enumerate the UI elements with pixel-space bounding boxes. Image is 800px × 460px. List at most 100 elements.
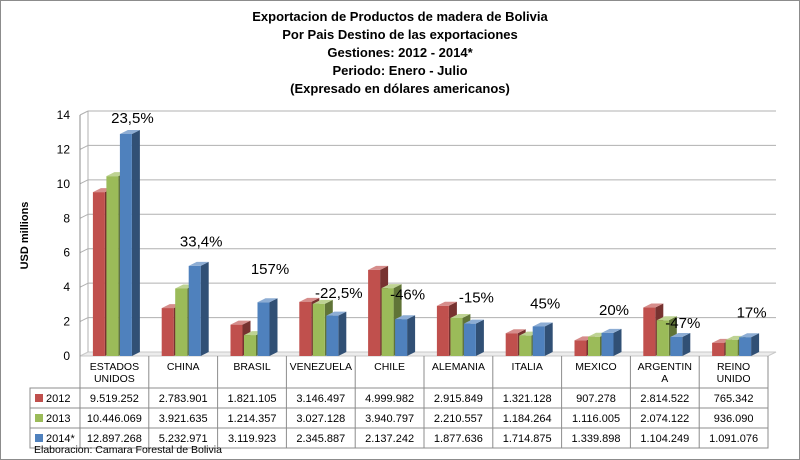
table-cell: 1.214.357: [228, 413, 277, 425]
table-cell: 2.137.242: [365, 433, 414, 445]
table-cell: 3.940.797: [365, 413, 414, 425]
bar-side: [269, 298, 278, 356]
annotation-label: -47%: [665, 315, 700, 332]
bar-top: [450, 313, 471, 318]
table-cell: 3.027.128: [296, 413, 345, 425]
bar: [532, 326, 545, 356]
title-line-4: Periodo: Enero - Julio: [332, 63, 468, 78]
legend-swatch: [35, 394, 43, 402]
annotation-label: -15%: [459, 289, 494, 306]
bar-top: [119, 129, 140, 134]
gridline-side: [79, 213, 89, 219]
title-line-3: Gestiones: 2012 - 2014*: [327, 45, 473, 60]
bar: [450, 317, 463, 356]
table-cell: 3.146.497: [296, 393, 345, 405]
table-cell: 2.345.887: [296, 433, 345, 445]
table-cell: 1.184.264: [503, 413, 552, 425]
plot-back: [80, 111, 776, 115]
bar: [119, 133, 132, 356]
gridline-side: [79, 179, 89, 185]
x-tick-label: ESTADOS: [90, 361, 139, 373]
y-tick-label: 10: [57, 177, 71, 191]
x-tick-label: VENEZUELA: [290, 361, 352, 373]
bar: [326, 315, 339, 356]
y-tick-label: 0: [63, 349, 70, 363]
table-cell: 2.915.849: [434, 393, 483, 405]
bar-top: [463, 319, 484, 324]
gridline-side: [79, 144, 89, 150]
table-cell: 1.116.005: [572, 413, 620, 425]
table-cell: 907.278: [576, 393, 616, 405]
bar-top: [230, 320, 251, 325]
bar: [92, 192, 105, 356]
bar-top: [299, 297, 320, 302]
legend-label: 2014*: [46, 433, 75, 445]
table-cell: 936.090: [714, 413, 754, 425]
x-tick-label: CHILE: [374, 361, 405, 373]
bar-side: [338, 311, 347, 356]
bar: [368, 269, 381, 356]
bar: [106, 176, 119, 356]
bar: [175, 288, 188, 356]
title-line-2: Por Pais Destino de las exportaciones: [282, 27, 518, 42]
annotation-label: 20%: [599, 302, 629, 319]
x-tick-label: A: [661, 373, 668, 385]
annotation-label: -22,5%: [315, 285, 363, 302]
gridline-side: [79, 110, 89, 116]
table-cell: 2.074.122: [640, 413, 689, 425]
bar: [257, 302, 270, 356]
bar-top: [532, 322, 553, 327]
x-tick-label: MEXICO: [575, 361, 616, 373]
bar-side: [131, 129, 140, 356]
table-cell: 1.821.105: [228, 393, 277, 405]
bar-top: [326, 311, 347, 316]
bar-top: [312, 299, 333, 304]
bar-side: [475, 319, 484, 356]
bar: [712, 342, 725, 356]
x-tick-label: ALEMANIA: [432, 361, 485, 373]
x-tick-label: ARGENTIN: [638, 361, 692, 373]
bar-top: [395, 315, 416, 320]
annotation-label: 157%: [251, 261, 289, 278]
bar: [436, 305, 449, 356]
bar: [588, 336, 600, 356]
bar: [395, 319, 408, 356]
table-cell: 1.091.076: [709, 433, 758, 445]
x-tick-label: REINO: [717, 361, 750, 373]
table-cell: 1.321.128: [503, 393, 552, 405]
table-cell: 12.897.268: [87, 433, 142, 445]
bar: [230, 324, 243, 356]
gridline-side: [79, 248, 89, 254]
footer-source: Elaboracion: Camara Forestal de Bolivia: [34, 444, 222, 456]
table-cell: 1.714.875: [503, 433, 552, 445]
bar-top: [670, 332, 691, 337]
chart-title: Exportacion de Productos de madera de Bo…: [0, 8, 800, 98]
bar: [519, 335, 532, 356]
table-cell: 2.783.901: [159, 393, 208, 405]
bar: [601, 332, 614, 356]
table-cell: 10.446.069: [87, 413, 142, 425]
bar: [463, 323, 476, 356]
bar: [739, 337, 752, 356]
bar-side: [544, 322, 553, 356]
bar: [161, 308, 174, 356]
y-tick-label: 4: [63, 280, 70, 294]
annotation-label: 45%: [530, 296, 560, 313]
annotation-label: 33,4%: [180, 233, 223, 250]
bar: [299, 301, 312, 356]
title-line-5: (Expresado en dólares americanos): [290, 81, 510, 96]
y-tick-label: 2: [63, 315, 70, 329]
table-cell: 9.519.252: [90, 393, 139, 405]
gridline-side: [79, 282, 89, 288]
gridline-side: [79, 317, 89, 323]
bar-top: [601, 328, 622, 333]
table-cell: 2.210.557: [434, 413, 483, 425]
bar: [643, 307, 656, 356]
bar-top: [739, 333, 760, 338]
table-cell: 765.342: [714, 393, 754, 405]
bar-top: [505, 329, 526, 334]
bar-side: [200, 261, 209, 356]
bar-top: [381, 284, 402, 289]
bar-top: [643, 303, 664, 308]
annotation-label: 17%: [737, 305, 767, 322]
